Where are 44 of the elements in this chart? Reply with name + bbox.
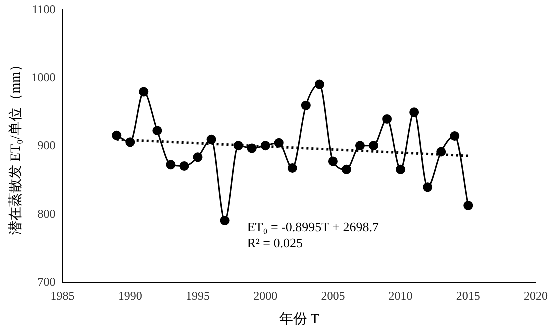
point [112,130,122,140]
point [464,201,474,211]
point [206,134,216,144]
annotation: ET₀ = -0.8995T + 2698.7 [247,220,380,235]
point [301,100,311,110]
point [382,114,392,124]
point [234,141,244,151]
point [450,132,460,142]
point [410,108,420,118]
point [180,162,190,172]
x-tick-label: 1990 [118,289,142,304]
point [193,152,203,162]
x-tick-label: 1985 [50,289,75,304]
x-tick-label: 2000 [254,289,278,304]
point [423,182,433,192]
point [328,156,338,166]
x-tick-label: 1995 [186,289,210,304]
point [369,141,379,151]
x-tick-label: 2010 [388,289,413,304]
annotation: R² = 0.025 [247,236,304,251]
point [288,164,298,174]
point [166,160,176,170]
point [314,80,324,90]
y-tick-label: 1000 [32,70,56,85]
y-tick-label: 700 [38,274,56,289]
y-tick-label: 900 [38,138,56,153]
point [247,144,257,154]
point [355,141,365,151]
point [396,164,406,174]
point [220,216,230,226]
y-tick-label: 800 [38,206,56,221]
x-tick-label: 2015 [456,289,480,304]
x-axis-title: 年份 T [279,311,320,328]
x-tick-label: 2005 [321,289,346,304]
point [152,126,162,136]
point [274,138,284,148]
point [342,164,352,174]
point [436,147,446,157]
x-tick-label: 2020 [524,289,548,304]
y-axis-title: 潜在蒸散发 ET₀/单位（mm） [8,58,24,236]
y-tick-label: 1100 [32,2,56,16]
point [139,87,149,97]
point [126,138,136,148]
point [260,141,270,151]
